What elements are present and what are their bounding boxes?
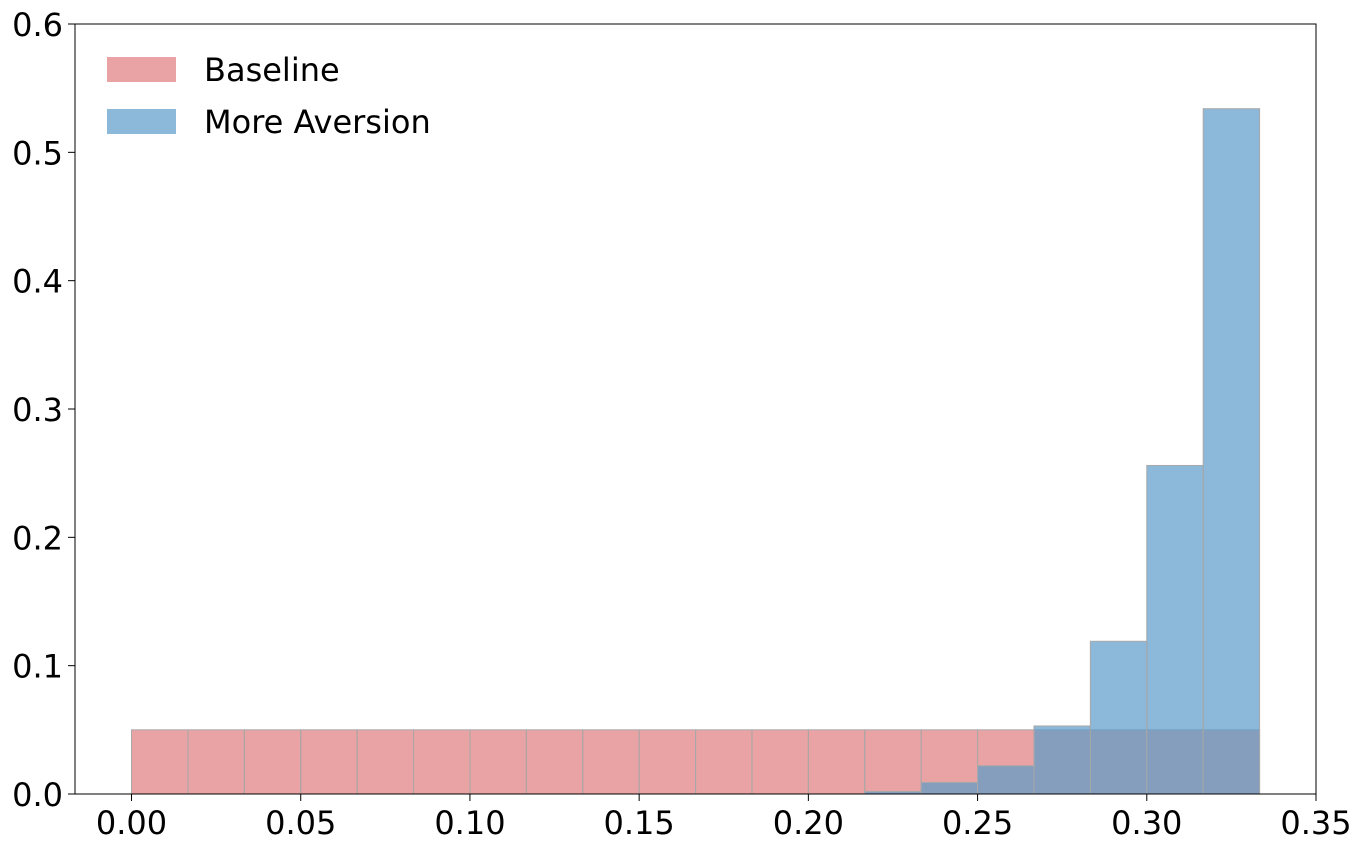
x-tick-label: 0.25 [942, 804, 1013, 842]
x-tick-label: 0.20 [773, 804, 844, 842]
bar-1-19 [1202, 108, 1261, 795]
bar-0-10 [695, 729, 753, 795]
x-tick-label: 0.15 [604, 804, 675, 842]
y-tick-label: 0.4 [12, 263, 63, 301]
bar-0-6 [469, 729, 527, 795]
bar-1-17 [1089, 640, 1148, 795]
bar-0-8 [582, 729, 640, 795]
bar-0-2 [243, 729, 302, 795]
bar-0-12 [807, 729, 866, 795]
legend-label-0: Baseline [204, 51, 340, 89]
x-tick-label: 0.30 [1111, 804, 1182, 842]
x-tick-label: 0.10 [434, 804, 505, 842]
y-tick-label: 0.5 [12, 134, 63, 172]
y-axis: 0.0 0.1 0.2 0.3 0.4 0.5 0.6 [12, 6, 75, 814]
bar-0-7 [525, 729, 584, 795]
legend-swatch-1 [107, 109, 176, 134]
bar-0-13 [864, 729, 922, 795]
bar-1-14 [920, 781, 979, 795]
y-tick-label: 0.2 [12, 519, 63, 557]
bar-0-5 [413, 729, 471, 795]
legend: Baseline More Aversion [107, 51, 431, 141]
y-tick-label: 0.6 [12, 6, 63, 44]
bar-0-1 [187, 729, 245, 795]
x-tick-label: 0.00 [96, 804, 167, 842]
bar-1-15 [977, 765, 1035, 795]
bar-1-16 [1033, 725, 1091, 795]
legend-label-1: More Aversion [204, 103, 431, 141]
bar-0-11 [751, 729, 809, 795]
y-tick-label: 0.0 [12, 776, 63, 814]
x-tick-label: 0.35 [1280, 804, 1351, 842]
y-tick-label: 0.3 [12, 391, 63, 429]
legend-swatch-0 [107, 57, 176, 82]
y-tick-label: 0.1 [12, 648, 63, 686]
x-tick-label: 0.05 [265, 804, 336, 842]
bar-1-18 [1146, 464, 1204, 795]
bars-layer [131, 108, 1261, 795]
bar-0-4 [356, 729, 415, 795]
bar-0-0 [131, 729, 189, 795]
x-axis: 0.00 0.05 0.10 0.15 0.20 0.25 0.30 0.35 [96, 794, 1352, 842]
series-1 [864, 108, 1261, 795]
bar-0-3 [300, 729, 358, 795]
bar-0-9 [638, 729, 697, 795]
